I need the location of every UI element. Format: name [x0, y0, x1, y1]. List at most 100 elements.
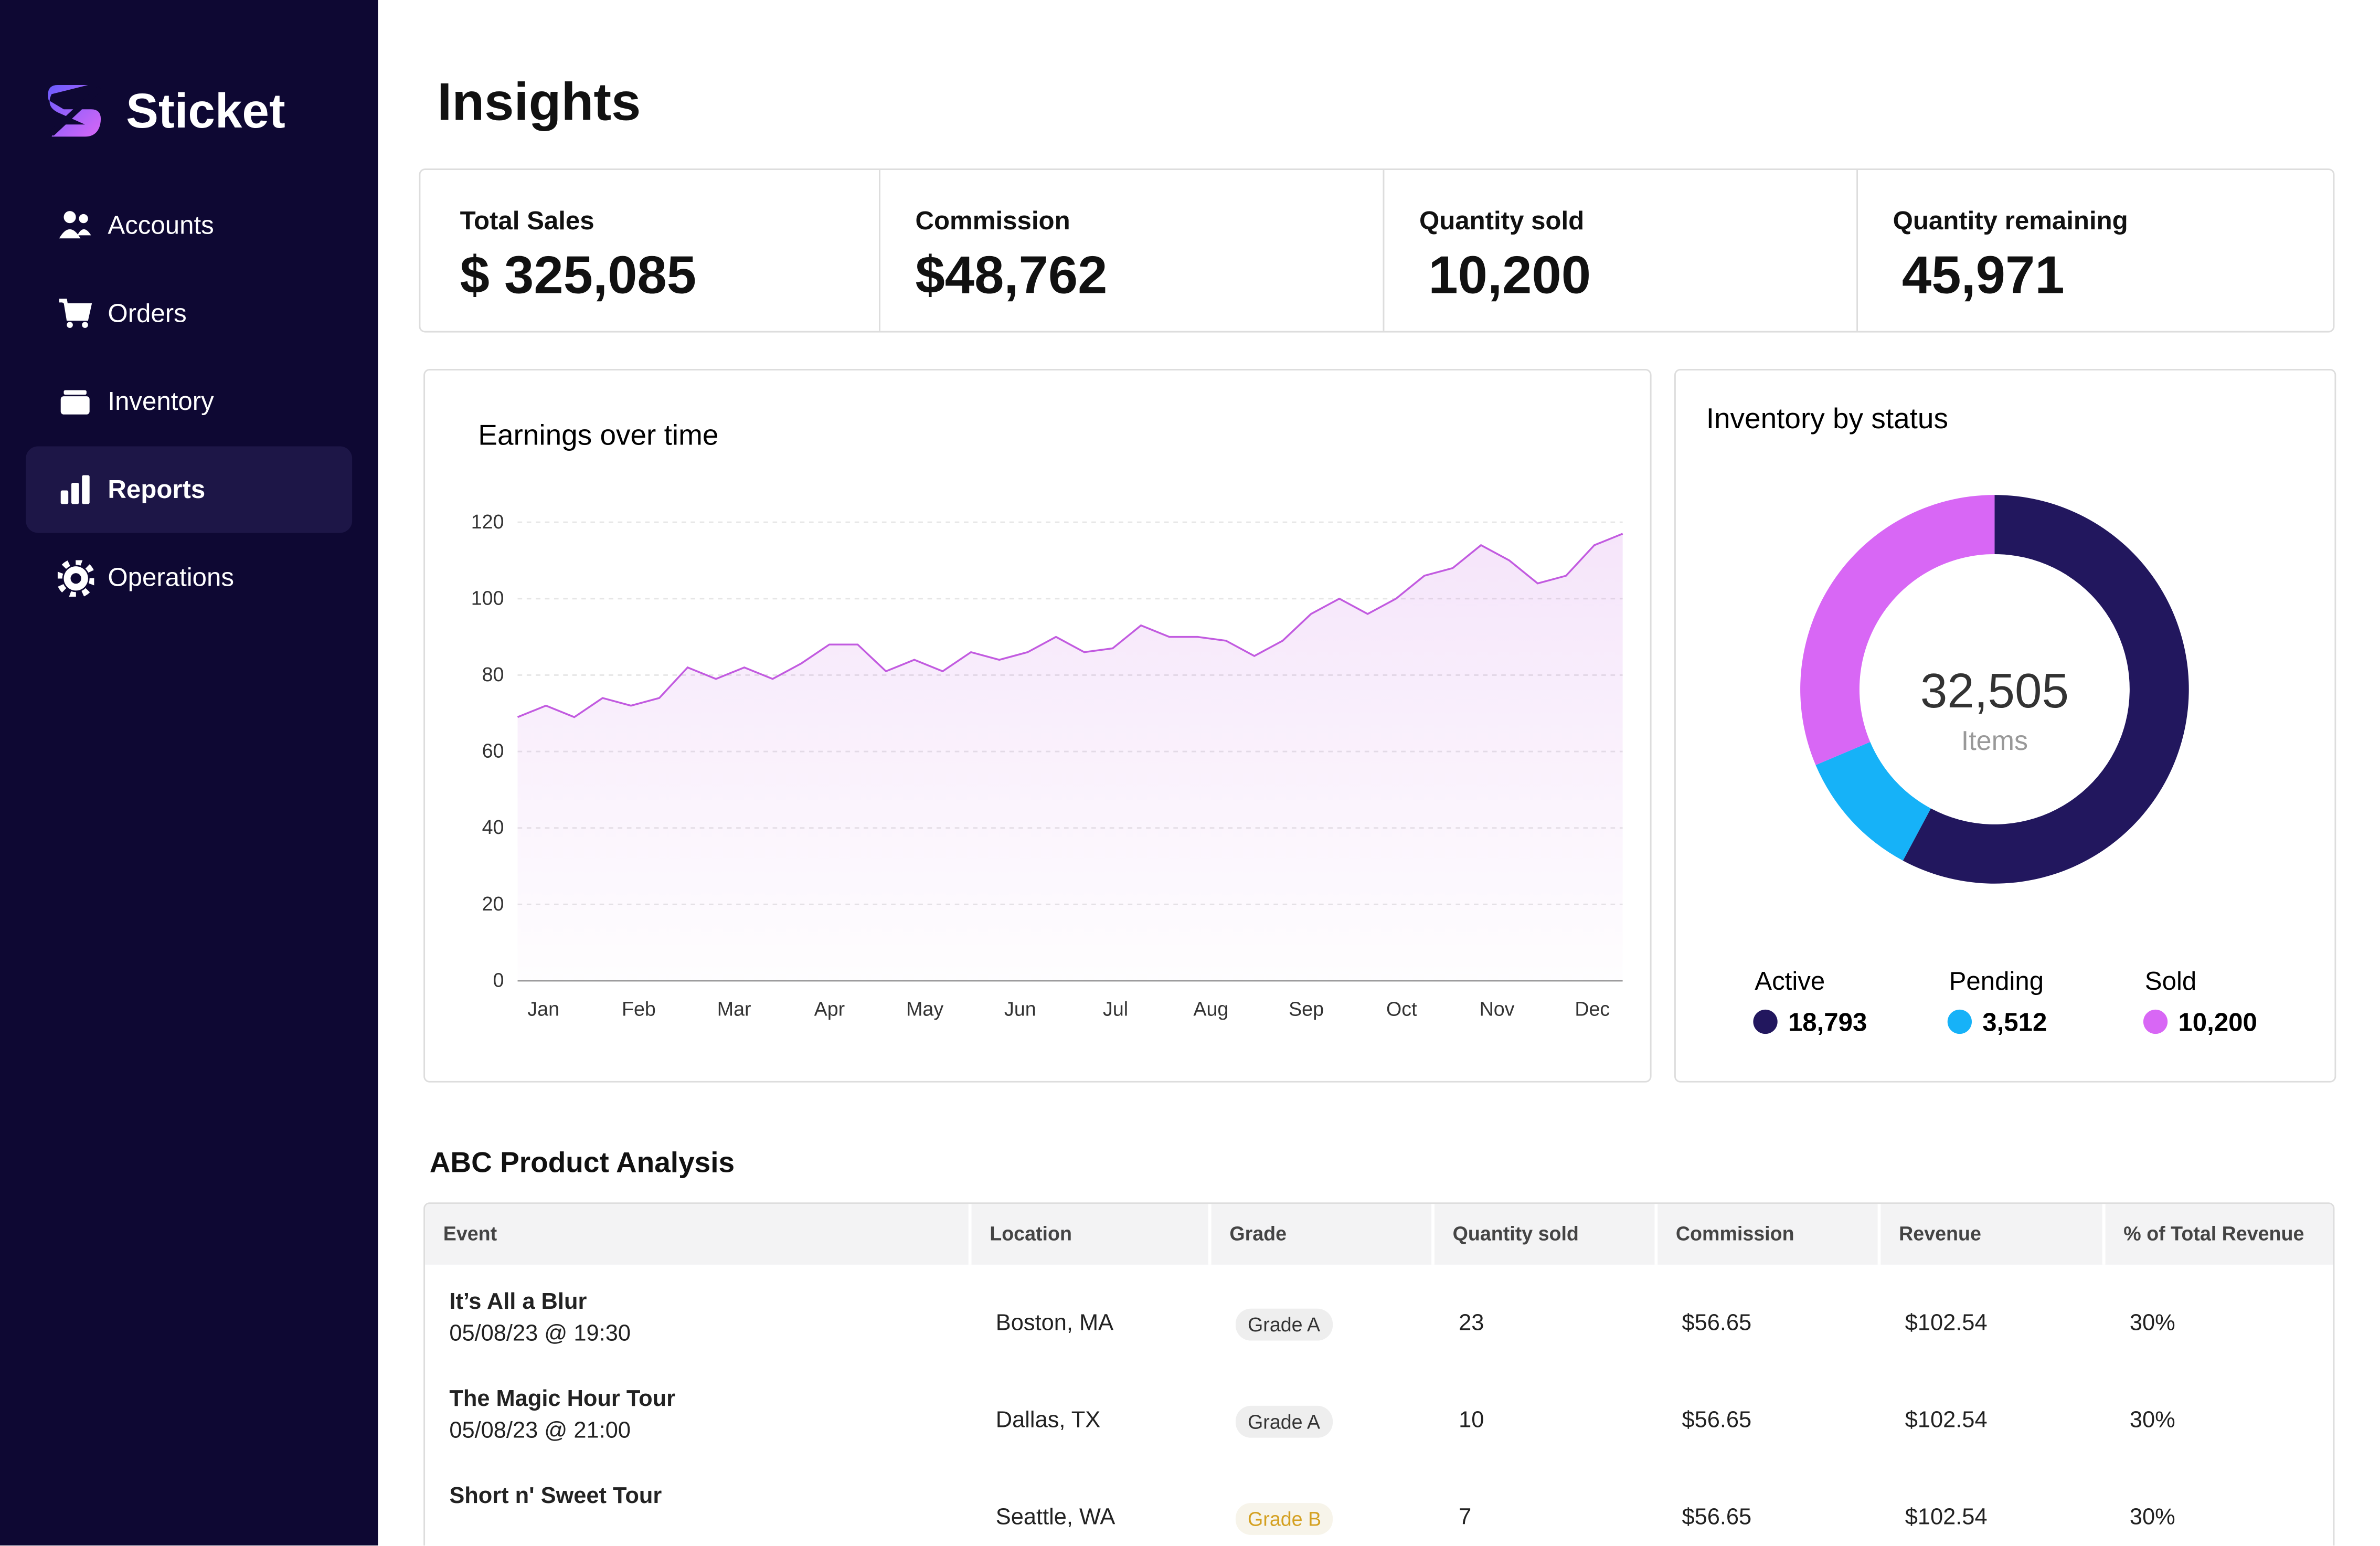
- col-divider: [1431, 1204, 1435, 1265]
- legend-value: 18,793: [1788, 1008, 1867, 1036]
- column-header: Location: [990, 1222, 1072, 1245]
- y-tick-label: 20: [482, 893, 504, 915]
- x-tick-label: Nov: [1480, 998, 1515, 1020]
- nav-icon: [60, 389, 90, 414]
- legend-label: Active: [1755, 967, 1825, 996]
- cell: $102.54: [1905, 1310, 1988, 1336]
- location: Seattle, WA: [995, 1504, 1115, 1531]
- donut-chart: Inventory by status 32,505 Items Active 18,7…: [1706, 402, 2257, 1037]
- nav-icon: [59, 298, 92, 327]
- nav-label: Reports: [108, 474, 206, 504]
- y-tick-label: 120: [471, 511, 504, 533]
- donut-segment: [1800, 495, 1995, 765]
- event-name: It’s All a Blur: [449, 1289, 587, 1315]
- donut-segment: [1903, 495, 2189, 884]
- nav-item[interactable]: Operations: [26, 534, 352, 621]
- x-tick-label: Aug: [1193, 998, 1228, 1020]
- event-date: 05/08/23 @ 21:00: [449, 1418, 631, 1444]
- kpi-label: Quantity remaining: [1893, 206, 2128, 236]
- x-tick-label: Jul: [1103, 998, 1128, 1020]
- col-divider: [1208, 1204, 1212, 1265]
- cell: 10: [1459, 1407, 1484, 1433]
- cell: 30%: [2129, 1504, 2175, 1531]
- legend-label: Sold: [2145, 967, 2196, 996]
- x-tick-label: Feb: [622, 998, 656, 1020]
- nav-icon: [57, 559, 94, 596]
- x-tick-label: Oct: [1386, 998, 1417, 1020]
- kpi-divider: [879, 170, 880, 331]
- cell: $102.54: [1905, 1504, 1988, 1531]
- page-title: Insights: [437, 72, 641, 132]
- cell: $56.65: [1682, 1310, 1752, 1336]
- donut-unit: Items: [1961, 726, 2028, 756]
- column-header: Commission: [1675, 1222, 1794, 1245]
- chart-title: Earnings over time: [478, 419, 718, 451]
- kpi-bar: Total Sales $ 325,085 Commission $48,762 Qua…: [419, 168, 2335, 333]
- nav-item[interactable]: Inventory: [26, 358, 352, 445]
- cell: $56.65: [1682, 1504, 1752, 1531]
- x-tick-label: Dec: [1575, 998, 1610, 1020]
- cell: $56.65: [1682, 1407, 1752, 1433]
- kpi-value: $ 325,085: [460, 246, 697, 305]
- earnings-card: Earnings over time 0 20 40 60 80 100 120 Jan Feb M…: [423, 368, 1652, 1083]
- nav-icon: [59, 210, 91, 238]
- col-divider: [1877, 1204, 1881, 1265]
- kpi-value: 10,200: [1428, 246, 1591, 305]
- table: Event Location Grade Quantity sold Commissio…: [423, 1202, 2335, 1546]
- kpi-label: Commission: [915, 206, 1070, 236]
- x-tick-label: May: [906, 998, 943, 1020]
- column-header: % of Total Revenue: [2123, 1222, 2304, 1245]
- location: Boston, MA: [995, 1310, 1114, 1336]
- cell: 7: [1459, 1504, 1472, 1531]
- cell: 30%: [2129, 1310, 2175, 1336]
- column-header: Revenue: [1899, 1222, 1981, 1245]
- kpi-value: $48,762: [915, 246, 1108, 305]
- col-divider: [1654, 1204, 1658, 1265]
- col-divider: [968, 1204, 972, 1265]
- column-header: Grade: [1229, 1222, 1287, 1245]
- grade-badge: Grade A: [1235, 1308, 1333, 1341]
- donut-segment: [1815, 742, 1931, 861]
- y-tick-label: 0: [493, 969, 504, 991]
- event-name: The Magic Hour Tour: [449, 1386, 676, 1412]
- y-tick-label: 80: [482, 663, 504, 685]
- line-chart: Earnings over time 0 20 40 60 80 100 120 Jan Feb M…: [471, 419, 1623, 1020]
- x-tick-label: Jun: [1004, 998, 1036, 1020]
- x-tick-label: Sep: [1289, 998, 1324, 1020]
- col-divider: [2102, 1204, 2106, 1265]
- table-header: [425, 1204, 2333, 1265]
- nav-label: Operations: [108, 562, 235, 591]
- y-tick-label: 100: [471, 587, 504, 609]
- x-tick-label: Jan: [527, 998, 559, 1020]
- nav-item[interactable]: Orders: [26, 270, 352, 357]
- kpi-value: 45,971: [1901, 246, 2065, 305]
- nav-label: Accounts: [108, 210, 214, 239]
- donut-total: 32,505: [1920, 663, 2069, 718]
- nav-label: Inventory: [108, 386, 214, 416]
- event-name: Short n' Sweet Tour: [449, 1483, 662, 1509]
- table-title: ABC Product Analysis: [429, 1148, 735, 1180]
- inventory-card: Inventory by status 32,505 Items Active 18,7…: [1674, 368, 2336, 1083]
- column-header: Quantity sold: [1452, 1222, 1579, 1245]
- chart-title: Inventory by status: [1706, 402, 1948, 435]
- kpi-label: Quantity sold: [1419, 206, 1585, 236]
- grade-badge: Grade A: [1235, 1405, 1333, 1438]
- x-tick-label: Apr: [814, 998, 845, 1020]
- cell: $102.54: [1905, 1407, 1988, 1433]
- grade-badge: Grade B: [1235, 1503, 1334, 1535]
- brand: Sticket: [126, 83, 285, 139]
- nav-item[interactable]: Accounts: [26, 182, 352, 269]
- legend-swatch: [1753, 1009, 1778, 1034]
- column-header: Event: [443, 1222, 497, 1245]
- legend-value: 10,200: [2178, 1008, 2257, 1036]
- nav-icon: [60, 474, 90, 504]
- kpi-divider: [1383, 170, 1385, 331]
- area: [517, 534, 1623, 981]
- kpi-divider: [1856, 170, 1858, 331]
- legend-value: 3,512: [1982, 1008, 2047, 1036]
- event-date: 05/08/23 @ 19:30: [449, 1320, 631, 1347]
- line: [517, 533, 1623, 718]
- legend-label: Pending: [1949, 967, 2044, 996]
- nav-item[interactable]: Reports: [26, 446, 353, 533]
